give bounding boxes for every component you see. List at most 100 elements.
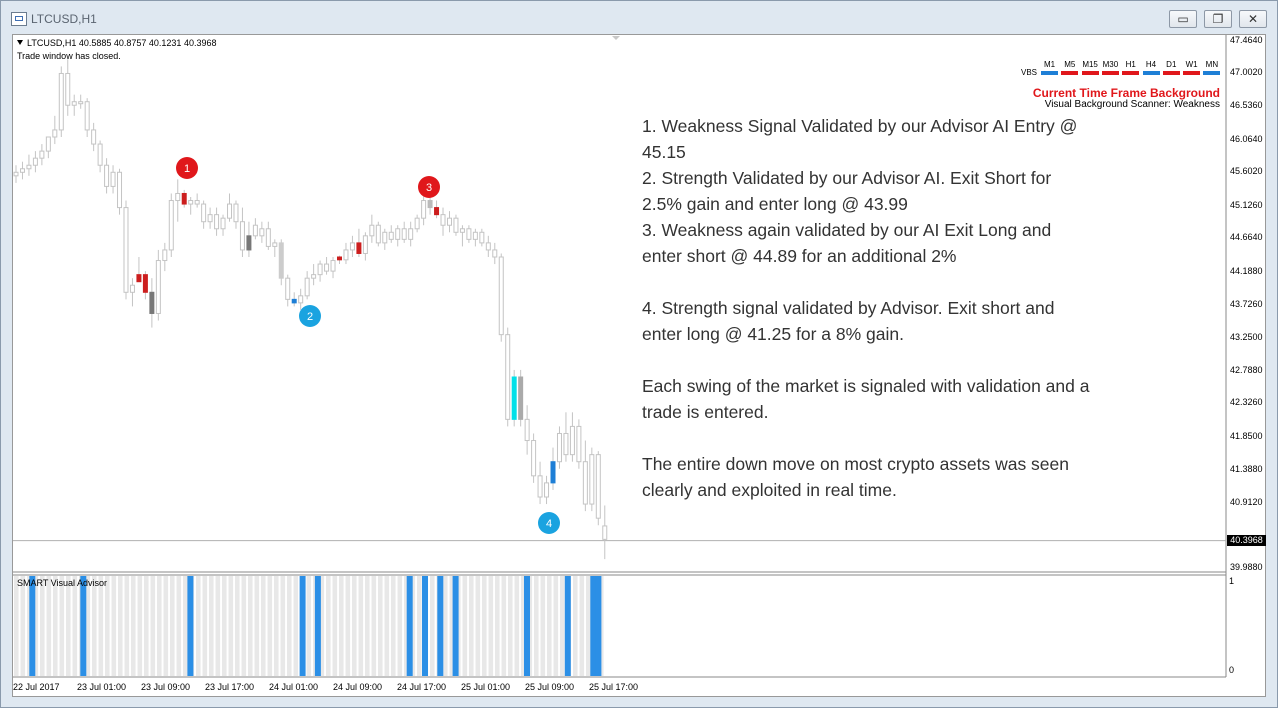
indicator-column (267, 576, 273, 676)
scanner-subtitle: Visual Background Scanner: Weakness (1044, 99, 1220, 110)
timeframe-status-bar (1061, 71, 1079, 75)
candle-body (201, 203, 207, 223)
timeframe-d1: D1 (1162, 60, 1181, 75)
timeframe-status-bar (1162, 71, 1180, 75)
indicator-column (553, 576, 559, 676)
indicator-column (66, 576, 71, 676)
timeframe-label: M1 (1043, 60, 1056, 69)
indicator-column (98, 576, 104, 676)
candle-body (291, 298, 297, 304)
indicator-column (417, 576, 422, 676)
indicator-column (105, 576, 110, 676)
indicator-column (157, 576, 162, 676)
indicator-column (482, 576, 487, 676)
indicator-column (248, 576, 253, 676)
candle-body (576, 425, 582, 463)
candle-body (511, 376, 517, 420)
candle-body (188, 200, 194, 205)
candle-body (45, 136, 51, 152)
dropdown-triangle-icon[interactable] (17, 40, 23, 45)
candle-body (550, 461, 556, 484)
indicator-signal-bar (29, 576, 36, 676)
timeframe-label: H1 (1125, 60, 1136, 69)
time-tick-label: 22 Jul 2017 (13, 682, 60, 692)
signal-marker-1 (176, 157, 198, 179)
candle-body (149, 291, 155, 314)
indicator-column (384, 576, 390, 676)
timeframe-status-bar (1101, 71, 1119, 75)
indicator-signal-bar (406, 576, 413, 676)
indicator-column (501, 576, 507, 676)
indicator-column (209, 576, 214, 676)
candle-body (466, 228, 472, 240)
indicator-column (215, 576, 221, 676)
candle-body (337, 256, 342, 261)
candle-body (395, 228, 401, 240)
indicator-column (235, 576, 240, 676)
candle-body (129, 284, 135, 293)
candle-body (427, 200, 433, 209)
indicator-column (170, 576, 175, 676)
candle-body (259, 228, 265, 237)
indicator-signal-bar (314, 576, 321, 676)
indicator-column (46, 576, 52, 676)
candle-body (71, 101, 77, 106)
indicator-column (118, 576, 123, 676)
price-tick-label: 43.7260 (1230, 298, 1263, 309)
indicator-signal-bar (595, 576, 602, 676)
indicator-column (586, 576, 591, 676)
annotation-line-4: 4. Strength signal validated by Advisor.… (642, 298, 1055, 344)
signal-marker-4 (538, 512, 560, 534)
timeframe-label: M30 (1102, 60, 1119, 69)
timeframe-m1: M1 (1040, 60, 1059, 75)
candle-body (505, 334, 511, 420)
candle-body (362, 235, 368, 254)
candle-body (194, 200, 200, 205)
annotation-text: 1. Weakness Signal Validated by our Advi… (642, 113, 1092, 503)
chart-window-icon (11, 12, 27, 26)
price-tick-label: 47.4640 (1230, 34, 1263, 45)
candle-body (117, 171, 123, 209)
indicator-column (241, 576, 247, 676)
candle-body (304, 277, 310, 297)
candle-body (142, 274, 148, 293)
indicator-column (274, 576, 279, 676)
close-icon: ✕ (1247, 12, 1259, 26)
candle-body (556, 432, 562, 463)
timeframe-m15: M15 (1081, 60, 1100, 75)
signal-marker-label: 4 (546, 518, 552, 530)
candle-body (434, 207, 440, 216)
indicator-column (53, 576, 58, 676)
indicator-column (40, 576, 45, 676)
indicator-column (579, 576, 585, 676)
candle-body (382, 231, 388, 244)
maximize-button[interactable]: ❐ (1204, 10, 1232, 28)
candle-body (343, 249, 349, 261)
close-button[interactable]: ✕ (1239, 10, 1267, 28)
candle-body (181, 192, 187, 205)
indicator-column (443, 576, 448, 676)
indicator-signal-bar (437, 576, 444, 676)
indicator-column (222, 576, 227, 676)
title-bar[interactable]: LTCUSD,H1 ▭ ❐ ✕ (1, 1, 1277, 35)
minimize-icon: ▭ (1177, 12, 1189, 26)
annotation-line-2: 2. Strength Validated by our Advisor AI.… (642, 168, 1052, 214)
indicator-column (378, 576, 383, 676)
candle-body (97, 143, 103, 166)
candle-body (317, 263, 323, 276)
indicator-scale-top: 1 (1229, 576, 1235, 586)
minimize-button[interactable]: ▭ (1169, 10, 1197, 28)
chart-area[interactable] (12, 34, 1266, 697)
candle-body (453, 217, 459, 233)
candle-body (168, 200, 174, 251)
price-tick-label: 46.5360 (1230, 100, 1263, 111)
candle-body (285, 277, 291, 300)
indicator-column (293, 576, 299, 676)
indicator-column (508, 576, 513, 676)
candle-body (19, 168, 25, 173)
candle-body (278, 242, 284, 279)
timeframe-m5: M5 (1060, 60, 1079, 75)
candle-body (123, 207, 129, 293)
indicator-signal-bar (80, 576, 87, 676)
